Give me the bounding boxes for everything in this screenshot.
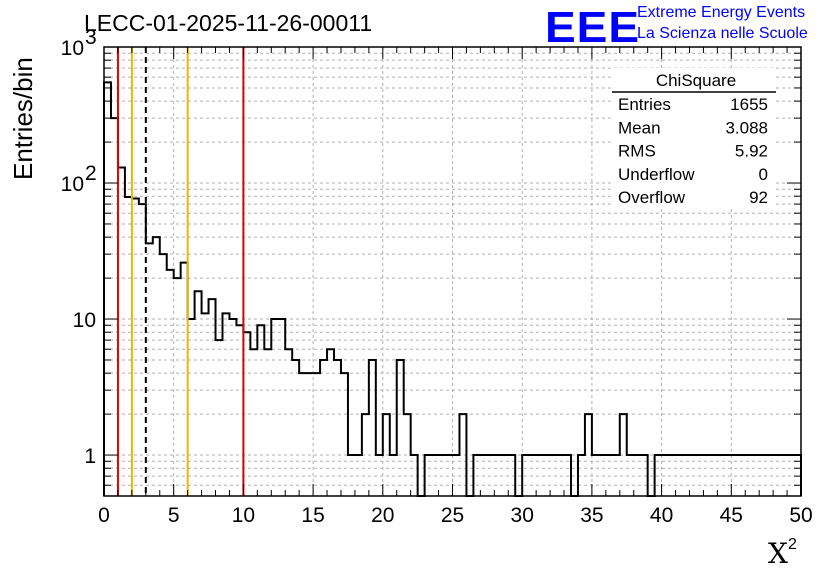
x-tick-label: 35 — [580, 504, 603, 527]
x-axis-label-power: 2 — [787, 536, 797, 553]
x-tick-label: 10 — [232, 504, 255, 527]
x-tick-label: 50 — [789, 504, 812, 527]
eee-logo-mark: EEE — [545, 2, 641, 52]
stats-value-mean: 3.088 — [725, 118, 768, 137]
x-tick-label: 25 — [441, 504, 464, 527]
x-axis-label: X2 — [768, 536, 797, 570]
stats-value-underflow: 0 — [759, 165, 768, 184]
y-tick-label: 10 — [61, 173, 84, 196]
stats-label-mean: Mean — [618, 118, 661, 137]
x-tick-label: 40 — [650, 504, 673, 527]
stats-value-entries: 1655 — [730, 95, 768, 114]
stats-label-underflow: Underflow — [618, 165, 695, 184]
x-axis-label-symbol: X — [768, 537, 788, 570]
logo-line-1: Extreme Energy Events — [637, 4, 806, 21]
chart-title: LECC-01-2025-11-26-00011 — [84, 10, 373, 36]
y-tick-label: 10 — [73, 309, 96, 332]
x-tick-label: 20 — [371, 504, 394, 527]
x-tick-label: 0 — [98, 504, 110, 527]
stats-label-entries: Entries — [618, 95, 671, 114]
stats-label-overflow: Overflow — [618, 188, 686, 207]
x-tick-label: 45 — [720, 504, 743, 527]
x-tick-label: 30 — [511, 504, 534, 527]
x-tick-label: 15 — [301, 504, 324, 527]
stats-value-overflow: 92 — [749, 188, 768, 207]
logo-line-2: La Scienza nelle Scuole — [637, 25, 808, 42]
y-tick-label: 1 — [84, 445, 96, 468]
stats-value-rms: 5.92 — [735, 142, 768, 161]
stats-label-rms: RMS — [618, 142, 656, 161]
y-tick-label-exponent: 3 — [85, 26, 97, 49]
histogram-line — [103, 81, 802, 497]
stats-name: ChiSquare — [656, 71, 736, 90]
y-tick-label-exponent: 2 — [85, 162, 97, 185]
stats-box — [612, 68, 776, 206]
x-tick-label: 5 — [168, 504, 180, 527]
y-tick-label: 10 — [61, 37, 84, 60]
